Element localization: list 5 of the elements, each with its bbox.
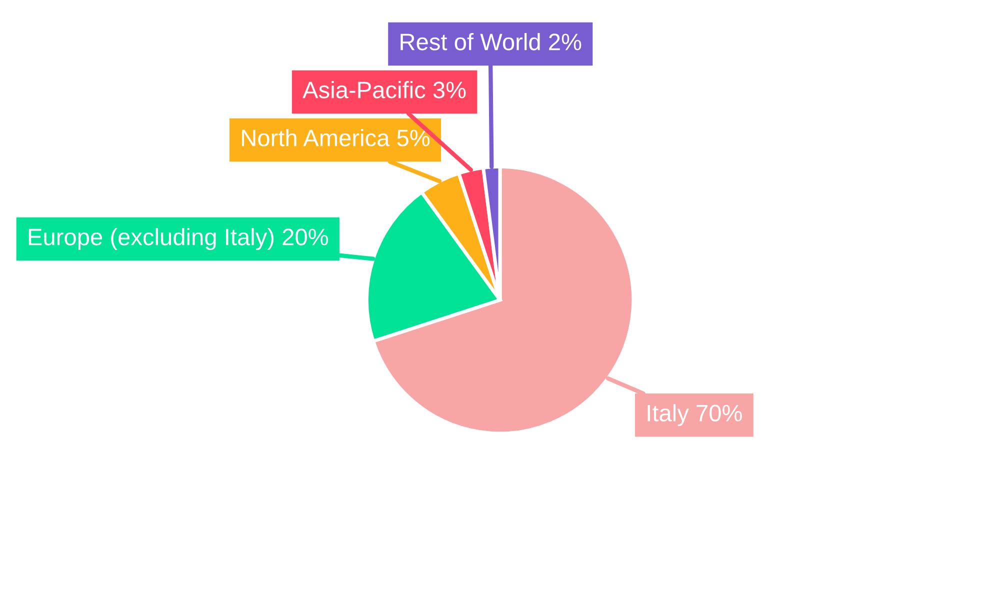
slice-label: Italy 70% xyxy=(648,404,742,426)
slice-label: North America 5% xyxy=(242,128,430,146)
slice-label: Europe (excluding Italy) 20% xyxy=(28,228,328,250)
slice-label: Rest of World 2% xyxy=(400,32,582,50)
slice-label: Asia-Pacific 3% xyxy=(302,80,466,98)
